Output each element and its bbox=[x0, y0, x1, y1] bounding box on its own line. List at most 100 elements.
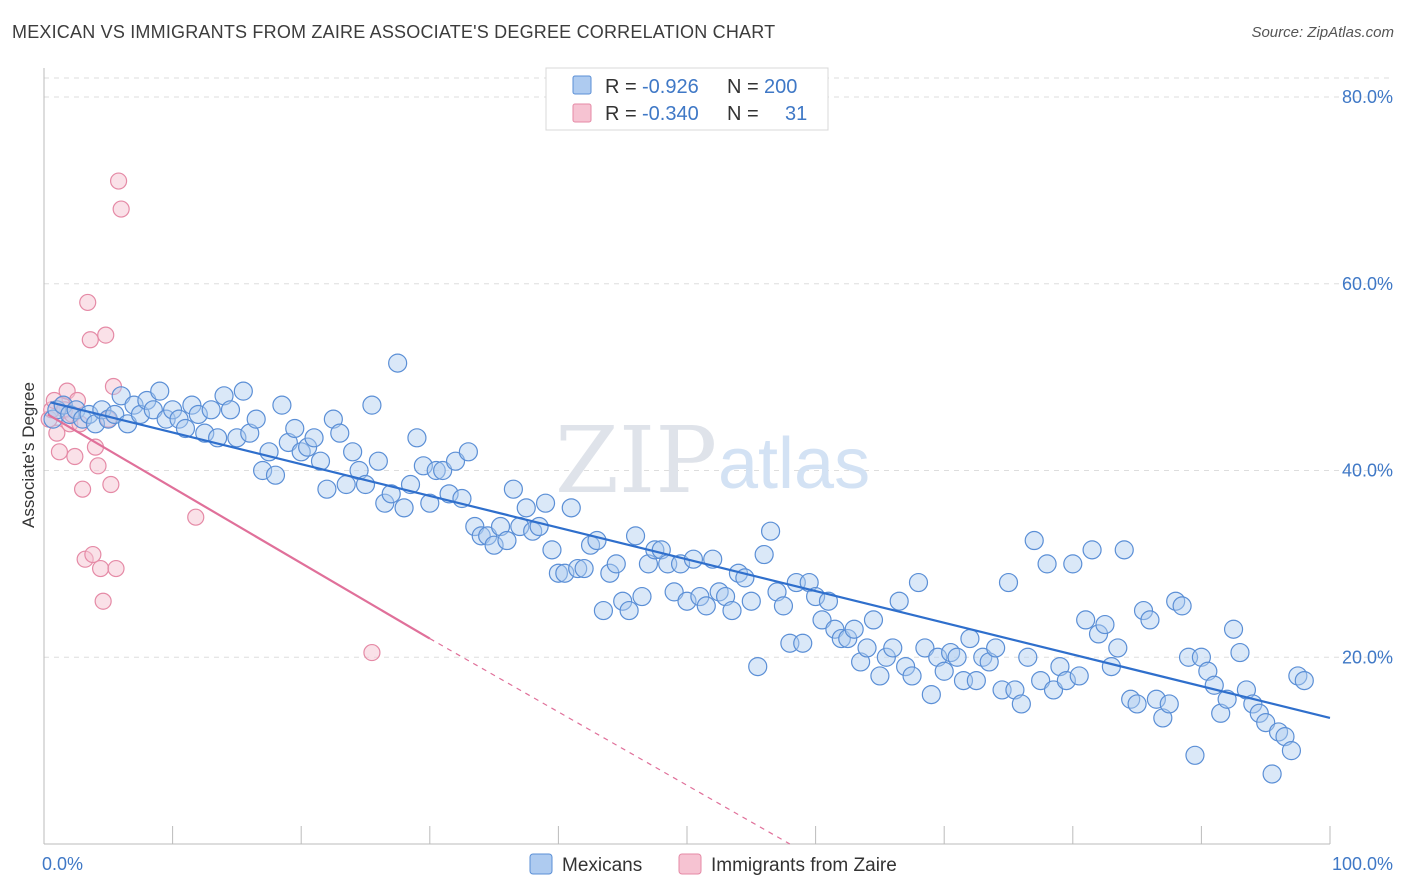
mexicans-point-79 bbox=[548, 563, 569, 583]
mexicans-point-86 bbox=[593, 600, 614, 621]
y-tick-label-3: 80.0% bbox=[1342, 87, 1393, 107]
mexicans-point-71 bbox=[497, 530, 517, 551]
mexicans-point-62 bbox=[439, 484, 459, 504]
mexicans-point-154 bbox=[1031, 670, 1051, 691]
mexicans-point-150 bbox=[1005, 680, 1025, 700]
mexicans-point-190 bbox=[1262, 764, 1282, 784]
mexicans-point-83 bbox=[574, 558, 594, 579]
mexicans-point-43 bbox=[317, 479, 337, 499]
legend-r-label-1: R = bbox=[605, 76, 637, 98]
mexicans-point-89 bbox=[613, 591, 633, 611]
mexicans-point-90 bbox=[619, 600, 639, 621]
mexicans-point-13 bbox=[124, 395, 144, 415]
legend-swatch-mexicans bbox=[572, 75, 592, 95]
mexicans-point-153 bbox=[1024, 530, 1044, 551]
mexicans-point-157 bbox=[1050, 656, 1070, 677]
mexicans-point-7 bbox=[85, 414, 106, 434]
mexicans-point-92 bbox=[632, 586, 652, 607]
mexicans-point-186 bbox=[1236, 680, 1257, 700]
bottom-legend-label-mexicans: Mexicans bbox=[562, 855, 642, 876]
mexicans-point-23 bbox=[188, 404, 208, 425]
mexicans-point-74 bbox=[516, 498, 536, 518]
mexicans-point-44 bbox=[323, 409, 343, 429]
mexicans-point-25 bbox=[201, 400, 221, 420]
mexicans-point-21 bbox=[175, 418, 196, 439]
mexicans-point-88 bbox=[606, 554, 626, 574]
mexicans-point-17 bbox=[150, 381, 170, 401]
mexicans-point-114 bbox=[773, 596, 794, 616]
mexicans-point-59 bbox=[420, 493, 440, 513]
y-tick-label-0: 20.0% bbox=[1342, 647, 1393, 667]
y-tick-label-2: 60.0% bbox=[1342, 274, 1393, 294]
mexicans-point-149 bbox=[998, 572, 1019, 593]
mexicans-point-15 bbox=[137, 390, 157, 411]
mexicans-point-118 bbox=[799, 572, 819, 593]
source-label: Source: ZipAtlas.com bbox=[1251, 24, 1394, 41]
mexicans-point-117 bbox=[793, 633, 813, 653]
mexicans-point-31 bbox=[240, 423, 260, 443]
mexicans-point-52 bbox=[375, 493, 395, 513]
mexicans-point-50 bbox=[362, 395, 382, 415]
zaire-point-19 bbox=[89, 457, 107, 475]
mexicans-trendline bbox=[50, 401, 1331, 720]
mexicans-point-151 bbox=[1011, 694, 1031, 714]
mexicans-point-110 bbox=[748, 656, 768, 677]
mexicans-point-11 bbox=[111, 386, 131, 406]
mexicans-point-155 bbox=[1037, 554, 1057, 574]
mexicans-point-146 bbox=[979, 652, 999, 672]
mexicans-point-188 bbox=[1249, 703, 1269, 723]
mexicans-point-93 bbox=[638, 554, 659, 574]
mexicans-point-112 bbox=[760, 521, 781, 541]
mexicans-point-169 bbox=[1127, 694, 1147, 714]
correlation-legend: R = -0.926 N = 200 R = -0.340 N = 31 bbox=[545, 67, 829, 131]
x-tick-label-1: 100.0% bbox=[1332, 854, 1393, 874]
mexicans-point-135 bbox=[908, 572, 929, 593]
legend-r-label-2: R = bbox=[605, 103, 637, 125]
zaire-point-4 bbox=[50, 443, 69, 461]
mexicans-point-167 bbox=[1114, 540, 1134, 560]
mexicans-point-184 bbox=[1223, 619, 1244, 639]
bottom-legend-swatch-mexicans bbox=[529, 853, 553, 875]
mexicans-point-57 bbox=[407, 428, 427, 448]
mexicans-point-53 bbox=[381, 484, 401, 504]
mexicans-point-192 bbox=[1275, 727, 1295, 747]
mexicans-point-91 bbox=[625, 526, 646, 546]
zaire-point-21 bbox=[94, 592, 112, 610]
mexicans-point-128 bbox=[863, 610, 884, 630]
mexicans-point-137 bbox=[921, 684, 941, 705]
mexicans-point-78 bbox=[542, 540, 562, 560]
zaire-point-22 bbox=[97, 326, 115, 344]
mexicans-point-129 bbox=[870, 666, 890, 686]
mexicans-point-170 bbox=[1133, 600, 1154, 621]
zaire-point-20 bbox=[91, 559, 110, 578]
y-tick-label-1: 40.0% bbox=[1342, 461, 1393, 481]
mexicans-point-66 bbox=[465, 516, 485, 537]
mexicans-point-176 bbox=[1172, 596, 1192, 616]
mexicans-point-133 bbox=[896, 656, 916, 677]
mexicans-point-68 bbox=[478, 526, 498, 546]
mexicans-point-159 bbox=[1063, 554, 1083, 574]
mexicans-point-126 bbox=[851, 652, 871, 672]
watermark-zip: ZIP bbox=[555, 407, 717, 514]
y-tick-labels: 20.0% 40.0% 60.0% 80.0% bbox=[1342, 87, 1393, 667]
mexicans-point-161 bbox=[1076, 610, 1096, 630]
mexicans-point-144 bbox=[966, 670, 986, 691]
mexicans-point-81 bbox=[561, 498, 581, 518]
mexicans-point-147 bbox=[986, 638, 1006, 658]
zaire-trendline-extension bbox=[429, 638, 791, 845]
mexicans-point-122 bbox=[825, 619, 845, 639]
mexicans-point-120 bbox=[812, 610, 832, 630]
mexicans-point-152 bbox=[1018, 647, 1038, 667]
mexicans-point-125 bbox=[844, 619, 864, 639]
mexicans-point-77 bbox=[535, 493, 556, 513]
mexicans-point-132 bbox=[889, 591, 909, 611]
mexicans-point-65 bbox=[458, 442, 478, 462]
mexicans-point-136 bbox=[915, 638, 935, 658]
mexicans-point-99 bbox=[677, 591, 697, 611]
mexicans-point-185 bbox=[1230, 642, 1250, 663]
zaire-point-13 bbox=[73, 480, 92, 498]
mexicans-point-124 bbox=[838, 628, 858, 649]
mexicans-point-163 bbox=[1088, 624, 1109, 644]
mexicans-point-172 bbox=[1146, 689, 1166, 709]
